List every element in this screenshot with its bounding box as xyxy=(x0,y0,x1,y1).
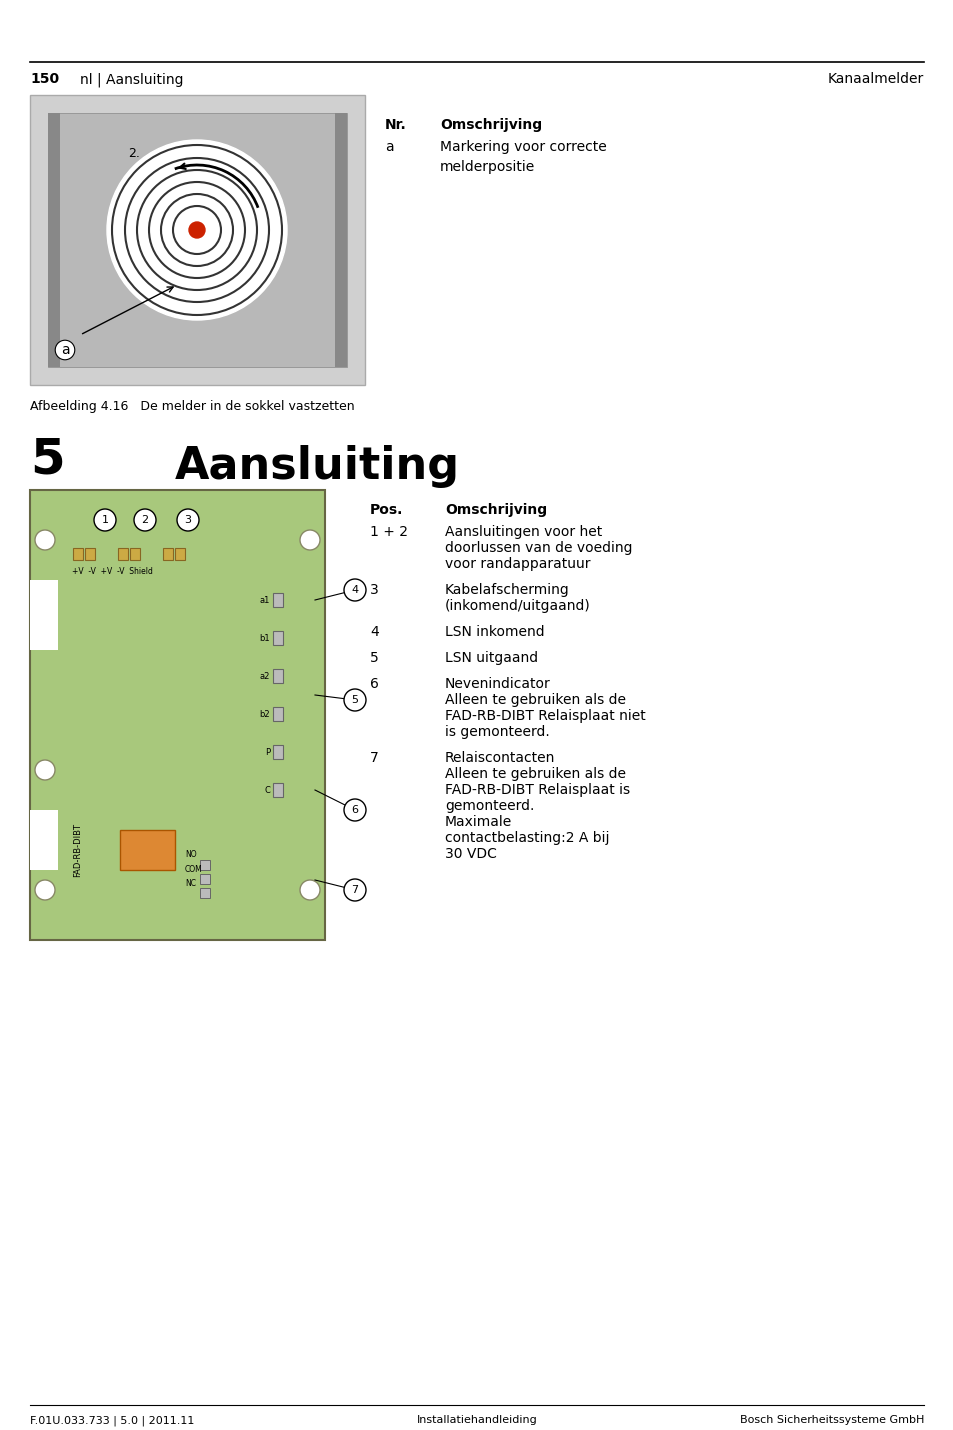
Text: FAD-RB-DIBT Relaisplaat is: FAD-RB-DIBT Relaisplaat is xyxy=(444,784,630,797)
Bar xyxy=(200,874,210,884)
Bar xyxy=(163,548,172,561)
Bar xyxy=(48,113,347,368)
Bar xyxy=(30,581,58,651)
Text: 1: 1 xyxy=(101,515,109,525)
Bar xyxy=(120,829,174,869)
Bar xyxy=(273,631,283,645)
Circle shape xyxy=(344,879,366,901)
Text: Kabelafscherming: Kabelafscherming xyxy=(444,583,569,596)
Text: C: C xyxy=(264,785,270,795)
Bar xyxy=(273,669,283,684)
Circle shape xyxy=(344,579,366,601)
Text: P: P xyxy=(265,748,270,756)
Text: 6: 6 xyxy=(370,676,378,691)
Bar xyxy=(73,548,83,561)
Text: Kanaalmelder: Kanaalmelder xyxy=(827,72,923,86)
Text: Nevenindicator: Nevenindicator xyxy=(444,676,550,691)
Bar xyxy=(273,745,283,759)
Text: F.01U.033.733 | 5.0 | 2011.11: F.01U.033.733 | 5.0 | 2011.11 xyxy=(30,1416,194,1426)
Bar xyxy=(30,809,58,869)
Text: Afbeelding 4.16   De melder in de sokkel vastzetten: Afbeelding 4.16 De melder in de sokkel v… xyxy=(30,400,355,413)
Text: a2: a2 xyxy=(259,672,270,681)
Text: doorlussen van de voeding: doorlussen van de voeding xyxy=(444,541,632,555)
Bar xyxy=(118,548,128,561)
Text: a: a xyxy=(385,140,394,154)
Text: Relaiscontacten: Relaiscontacten xyxy=(444,751,555,765)
Circle shape xyxy=(344,799,366,821)
Text: 3: 3 xyxy=(184,515,192,525)
Circle shape xyxy=(299,531,319,551)
Circle shape xyxy=(107,140,287,320)
Bar xyxy=(85,548,95,561)
Text: (inkomend/uitgaand): (inkomend/uitgaand) xyxy=(444,599,590,613)
Text: 7: 7 xyxy=(351,885,358,895)
Bar xyxy=(174,548,185,561)
Text: FAD-RB-DIBT: FAD-RB-DIBT xyxy=(73,824,82,877)
Text: 5: 5 xyxy=(351,695,358,705)
Text: Bosch Sicherheitssysteme GmbH: Bosch Sicherheitssysteme GmbH xyxy=(739,1416,923,1426)
Bar xyxy=(273,784,283,797)
Text: a1: a1 xyxy=(259,595,270,605)
Text: a: a xyxy=(61,343,70,358)
Text: Alleen te gebruiken als de: Alleen te gebruiken als de xyxy=(444,766,625,781)
Text: 5: 5 xyxy=(30,435,65,483)
Text: 7: 7 xyxy=(370,751,378,765)
Bar xyxy=(200,888,210,898)
Circle shape xyxy=(35,531,55,551)
Text: LSN uitgaand: LSN uitgaand xyxy=(444,651,537,665)
Text: voor randapparatuur: voor randapparatuur xyxy=(444,558,590,571)
Bar xyxy=(200,859,210,869)
Text: 2.: 2. xyxy=(128,146,140,160)
Text: Alleen te gebruiken als de: Alleen te gebruiken als de xyxy=(444,694,625,706)
Text: 1 + 2: 1 + 2 xyxy=(370,525,408,539)
Text: nl | Aansluiting: nl | Aansluiting xyxy=(80,72,183,86)
Text: Nr.: Nr. xyxy=(385,119,406,132)
Text: 6: 6 xyxy=(351,805,358,815)
Text: LSN inkomend: LSN inkomend xyxy=(444,625,544,639)
Text: 3: 3 xyxy=(370,583,378,596)
Bar xyxy=(273,593,283,606)
Text: gemonteerd.: gemonteerd. xyxy=(444,799,534,814)
Text: NO
COM
NC: NO COM NC xyxy=(185,849,203,888)
Text: Installatiehandleiding: Installatiehandleiding xyxy=(416,1416,537,1426)
Text: Omschrijving: Omschrijving xyxy=(444,503,547,518)
Bar xyxy=(30,490,325,940)
Text: 4: 4 xyxy=(351,585,358,595)
Circle shape xyxy=(35,759,55,779)
Text: Markering voor correcte
melderpositie: Markering voor correcte melderpositie xyxy=(439,140,606,173)
Bar xyxy=(273,706,283,721)
Text: 5: 5 xyxy=(370,651,378,665)
Bar xyxy=(335,113,347,368)
Text: 2: 2 xyxy=(141,515,149,525)
Text: FAD-RB-DIBT Relaisplaat niet: FAD-RB-DIBT Relaisplaat niet xyxy=(444,709,645,724)
Circle shape xyxy=(344,689,366,711)
Text: contactbelasting:2 A bij: contactbelasting:2 A bij xyxy=(444,831,609,845)
Circle shape xyxy=(94,509,116,531)
Text: Aansluiting: Aansluiting xyxy=(174,445,459,488)
Text: b2: b2 xyxy=(259,709,270,718)
Text: 30 VDC: 30 VDC xyxy=(444,847,497,861)
Circle shape xyxy=(189,222,205,237)
Bar xyxy=(48,113,60,368)
Bar xyxy=(30,94,365,385)
Circle shape xyxy=(299,879,319,899)
Text: b1: b1 xyxy=(259,633,270,642)
Circle shape xyxy=(35,879,55,899)
Text: Pos.: Pos. xyxy=(370,503,403,518)
Text: Aansluitingen voor het: Aansluitingen voor het xyxy=(444,525,601,539)
Text: 4: 4 xyxy=(370,625,378,639)
Text: is gemonteerd.: is gemonteerd. xyxy=(444,725,549,739)
Circle shape xyxy=(133,509,156,531)
Text: Omschrijving: Omschrijving xyxy=(439,119,541,132)
Text: +V  -V  +V  -V  Shield: +V -V +V -V Shield xyxy=(71,568,152,576)
Circle shape xyxy=(177,509,199,531)
Bar xyxy=(130,548,140,561)
Text: Maximale: Maximale xyxy=(444,815,512,829)
Text: 150: 150 xyxy=(30,72,59,86)
